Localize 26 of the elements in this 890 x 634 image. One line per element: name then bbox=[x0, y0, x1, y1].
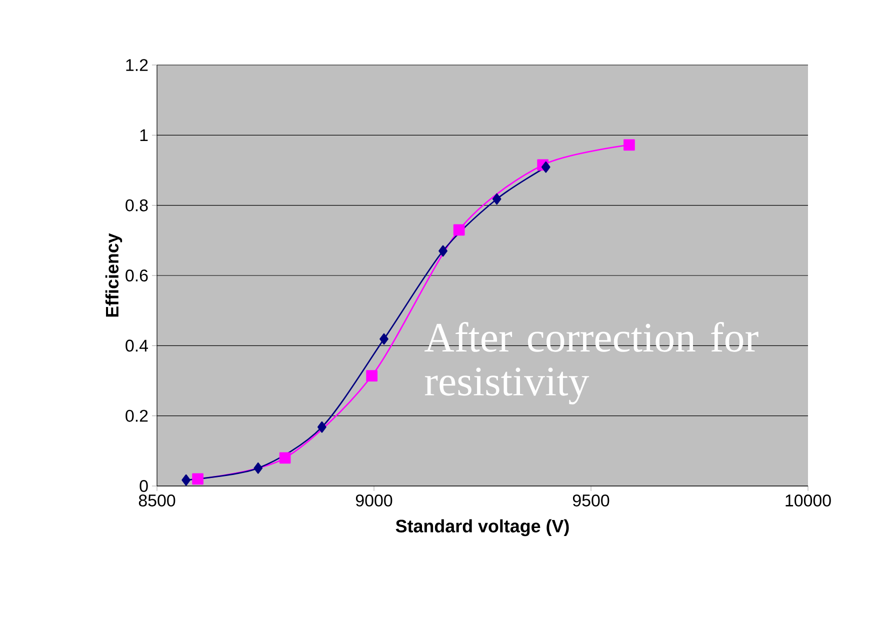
point bbox=[254, 462, 263, 474]
y-tick-label: 0.8 bbox=[126, 199, 148, 212]
x-tick-label: 8500 bbox=[138, 494, 176, 506]
point bbox=[438, 245, 448, 257]
y-tick-label: 0 bbox=[140, 480, 148, 492]
x-tick-label: 10000 bbox=[786, 494, 831, 506]
x-tick-label: 9500 bbox=[572, 494, 610, 506]
annotation: After correction for resistivity bbox=[424, 322, 758, 404]
point bbox=[182, 474, 191, 486]
point bbox=[380, 333, 388, 345]
y-tick-label: 1 bbox=[140, 129, 148, 141]
point bbox=[453, 224, 465, 236]
y-tick-label: 0.2 bbox=[126, 410, 148, 422]
x-tick-label: 9000 bbox=[356, 494, 392, 506]
x-axis-title: Standard voltage (V) bbox=[396, 519, 569, 536]
point bbox=[624, 139, 635, 151]
y-axis-title: Efficiency bbox=[105, 233, 122, 317]
point bbox=[366, 370, 378, 382]
point bbox=[317, 421, 326, 433]
point bbox=[192, 473, 204, 485]
y-tick-label: 0.6 bbox=[126, 270, 148, 282]
point bbox=[541, 161, 550, 173]
point bbox=[492, 193, 502, 205]
point bbox=[279, 452, 291, 464]
y-tick-label: 0.4 bbox=[126, 340, 148, 352]
y-tick-label: 1.2 bbox=[126, 59, 148, 71]
